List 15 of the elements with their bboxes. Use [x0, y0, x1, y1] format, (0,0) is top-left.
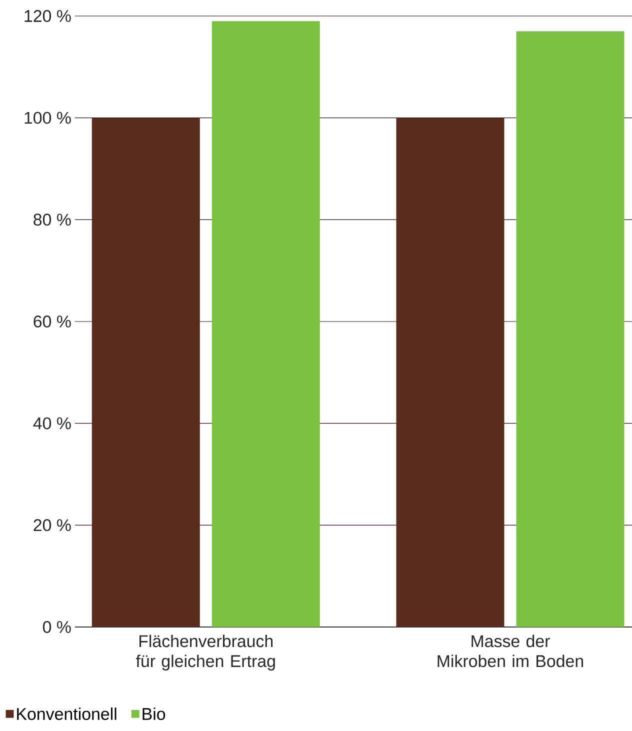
- bar: [92, 118, 200, 627]
- legend-label: Bio: [142, 708, 166, 720]
- x-tick-label: Flächenverbrauch für gleichen Ertrag: [136, 634, 275, 670]
- y-tick-label: 100 %: [24, 112, 71, 124]
- legend-label: Konventionell: [17, 708, 116, 720]
- y-tick-label: 60 %: [34, 316, 71, 328]
- y-tick-label: 0 %: [42, 621, 71, 633]
- y-tick-label: 120 %: [24, 10, 71, 22]
- bar: [516, 31, 624, 627]
- bar: [396, 118, 504, 627]
- bar: [212, 21, 320, 627]
- y-tick-label: 80 %: [34, 214, 71, 226]
- y-tick-label: 40 %: [33, 417, 71, 430]
- y-tick-label: 20 %: [34, 519, 71, 532]
- x-tick-label: Masse der Mikroben im Boden: [438, 634, 584, 668]
